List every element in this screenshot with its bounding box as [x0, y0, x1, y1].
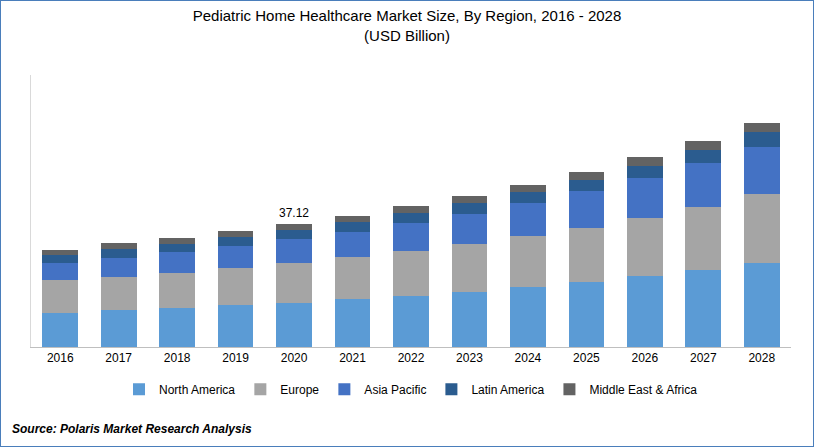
svg-text:2028: 2028 [748, 351, 775, 365]
svg-text:Source: Polaris Market Researc: Source: Polaris Market Research Analysis [12, 422, 252, 436]
svg-text:2023: 2023 [456, 351, 483, 365]
svg-text:2016: 2016 [47, 351, 74, 365]
svg-text:Latin America: Latin America [471, 383, 544, 397]
svg-text:Middle East & Africa: Middle East & Africa [589, 383, 697, 397]
svg-text:2018: 2018 [164, 351, 191, 365]
svg-text:2017: 2017 [105, 351, 132, 365]
svg-text:2024: 2024 [515, 351, 542, 365]
svg-text:Europe: Europe [280, 383, 319, 397]
svg-text:2025: 2025 [573, 351, 600, 365]
svg-text:2026: 2026 [631, 351, 658, 365]
svg-text:Asia Pacific: Asia Pacific [364, 383, 426, 397]
svg-text:37.12: 37.12 [279, 206, 309, 220]
svg-text:2021: 2021 [339, 351, 366, 365]
svg-text:Pediatric Home Healthcare Mark: Pediatric Home Healthcare Market Size, B… [193, 7, 622, 44]
svg-text:2020: 2020 [281, 351, 308, 365]
svg-text:2019: 2019 [222, 351, 249, 365]
svg-text:2022: 2022 [398, 351, 425, 365]
svg-text:North America: North America [159, 383, 235, 397]
svg-text:2027: 2027 [690, 351, 717, 365]
